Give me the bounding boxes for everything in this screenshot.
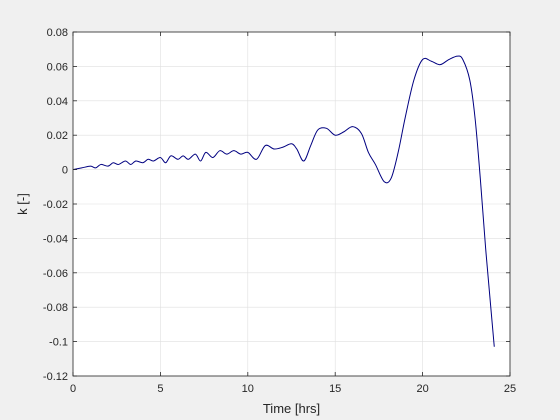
y-tick-label: -0.06 — [43, 268, 68, 280]
y-tick-label: -0.02 — [43, 199, 68, 211]
y-tick-label: 0 — [62, 165, 68, 177]
y-tick-label: -0.1 — [49, 337, 68, 349]
x-tick-label: 5 — [157, 383, 163, 395]
x-tick-label: 25 — [504, 383, 516, 395]
y-tick-label: -0.12 — [43, 371, 68, 383]
x-tick-label: 15 — [329, 383, 341, 395]
series-line — [72, 55, 495, 347]
x-tick-label: 0 — [70, 383, 76, 395]
y-tick-label: 0.06 — [47, 61, 68, 73]
y-axis-label: k [-] — [15, 193, 30, 215]
y-tick-label: -0.04 — [43, 233, 68, 245]
x-tick-label: 10 — [242, 383, 254, 395]
x-tick-label: 20 — [416, 383, 428, 395]
y-tick-labels: -0.12 -0.1 -0.08 -0.06 -0.04 -0.02 0 0.02 0.04 0.… — [43, 27, 68, 383]
y-tick-label: 0.02 — [47, 130, 68, 142]
x-tick-labels: 0 5 10 15 20 25 — [70, 383, 516, 395]
series-layer — [72, 55, 495, 347]
y-tick-label: -0.08 — [43, 302, 68, 314]
y-tick-label: 0.04 — [47, 96, 68, 108]
tick-marks — [72, 31, 511, 377]
y-tick-label: 0.08 — [47, 27, 68, 39]
x-axis-label: Time [hrs] — [263, 401, 320, 416]
